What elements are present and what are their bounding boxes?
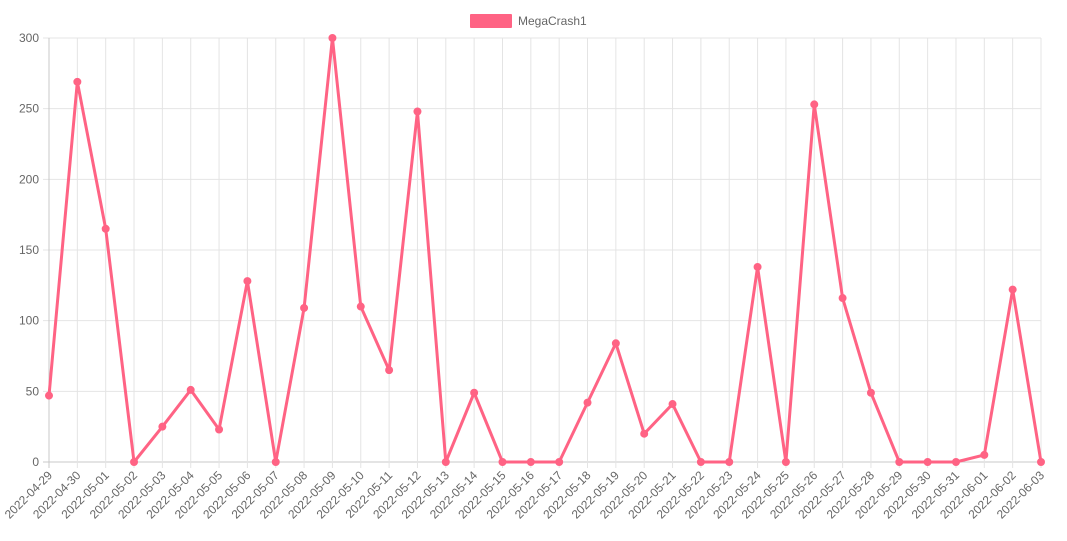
data-point[interactable] (186, 385, 195, 394)
data-point[interactable] (696, 458, 705, 466)
legend-swatch (470, 14, 512, 28)
data-point[interactable] (1008, 285, 1017, 294)
legend[interactable]: MegaCrash1 (470, 14, 587, 28)
data-point[interactable] (526, 458, 535, 466)
data-point[interactable] (583, 398, 592, 407)
data-point[interactable] (498, 458, 507, 466)
y-tick-label: 150 (19, 243, 39, 257)
data-points (45, 34, 1045, 466)
data-point[interactable] (980, 450, 989, 459)
data-point[interactable] (725, 458, 734, 466)
data-point[interactable] (300, 303, 309, 312)
data-point[interactable] (45, 391, 53, 400)
data-point[interactable] (810, 100, 819, 109)
data-point[interactable] (130, 458, 139, 466)
data-point[interactable] (158, 422, 167, 431)
data-point[interactable] (328, 34, 337, 42)
y-tick-label: 100 (19, 314, 39, 328)
chart-grid (43, 37, 1042, 468)
y-tick-label: 0 (32, 455, 39, 469)
data-point[interactable] (895, 458, 904, 466)
data-point[interactable] (441, 458, 450, 466)
series-line-megacrash1 (47, 36, 1043, 464)
y-tick-label: 250 (19, 102, 39, 116)
data-point[interactable] (271, 458, 280, 466)
x-axis: 2022-04-292022-04-302022-05-012022-05-02… (2, 468, 1048, 522)
data-point[interactable] (781, 458, 790, 466)
data-point[interactable] (101, 224, 110, 233)
data-point[interactable] (640, 429, 649, 438)
data-point[interactable] (611, 339, 620, 348)
data-point[interactable] (838, 294, 847, 303)
y-tick-label: 200 (19, 172, 39, 186)
data-point[interactable] (243, 277, 252, 286)
y-axis: 0 50 100 150 200 250 300 (19, 31, 39, 469)
data-point[interactable] (753, 262, 762, 271)
data-point[interactable] (385, 366, 394, 375)
data-point[interactable] (215, 425, 224, 434)
y-tick-label: 50 (26, 384, 40, 398)
data-point[interactable] (668, 400, 677, 409)
y-tick-label: 300 (19, 31, 39, 45)
data-point[interactable] (1037, 458, 1045, 466)
data-point[interactable] (555, 458, 564, 466)
data-point[interactable] (356, 302, 365, 311)
data-point[interactable] (923, 458, 932, 466)
data-point[interactable] (413, 107, 422, 116)
data-point[interactable] (866, 388, 875, 397)
data-point[interactable] (73, 77, 82, 86)
data-point[interactable] (470, 388, 479, 397)
legend-label: MegaCrash1 (518, 14, 587, 28)
data-point[interactable] (951, 458, 960, 466)
